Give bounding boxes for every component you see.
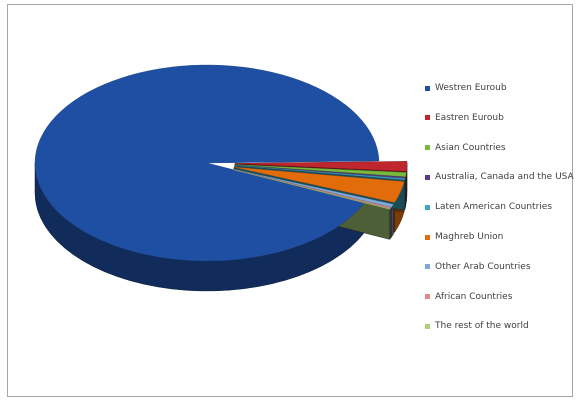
pie-slice-4 [234,165,406,181]
legend-item: Westren Euroub [425,81,507,95]
legend-swatch [425,294,430,300]
legend-label: Laten American Countries [435,202,553,213]
pie-slice-0 [34,64,380,262]
legend-label: Eastren Euroub [435,112,504,123]
legend-label: Maghreb Union [435,232,504,242]
legend-item: Maghreb Union [425,230,503,244]
legend-item: Laten American Countries [425,200,552,214]
pie-slice-8 [232,169,391,210]
chart-area: Westren Euroub Eastren Euroub Asian Countr… [7,4,574,397]
legend-item: African Countries [425,290,512,304]
pie-slice-6 [232,168,394,208]
pie-tops [34,64,408,262]
pie-chart [34,64,408,292]
legend-item: Other Arab Countries [425,260,531,274]
pie-slice-2 [234,164,407,177]
legend-swatch [425,323,430,329]
legend-swatch [425,145,430,151]
legend-label: Westren Euroub [435,83,507,93]
legend-swatch [425,85,430,91]
legend-label: Australia, Canada and the USA [435,172,574,183]
legend-item: Australia, Canada and the USA [425,170,574,184]
legend-label: The rest of the world [435,321,529,332]
legend-swatch [425,264,430,270]
legend-swatch [425,174,430,180]
legend-item: Asian Countries [425,141,506,155]
pie-slice-3 [234,164,406,179]
legend-swatch [425,115,430,121]
legend-swatch [425,234,430,240]
legend-label: African Countries [435,291,513,302]
pie-slice-5 [234,166,405,203]
legend-item: The rest of the world [425,319,529,333]
legend-label: Other Arab Countries [435,261,531,272]
pie-slice-1 [234,161,408,172]
legend-swatch [425,204,430,210]
legend-label: Asian Countries [435,142,506,153]
legend-item: Eastren Euroub [425,111,504,125]
